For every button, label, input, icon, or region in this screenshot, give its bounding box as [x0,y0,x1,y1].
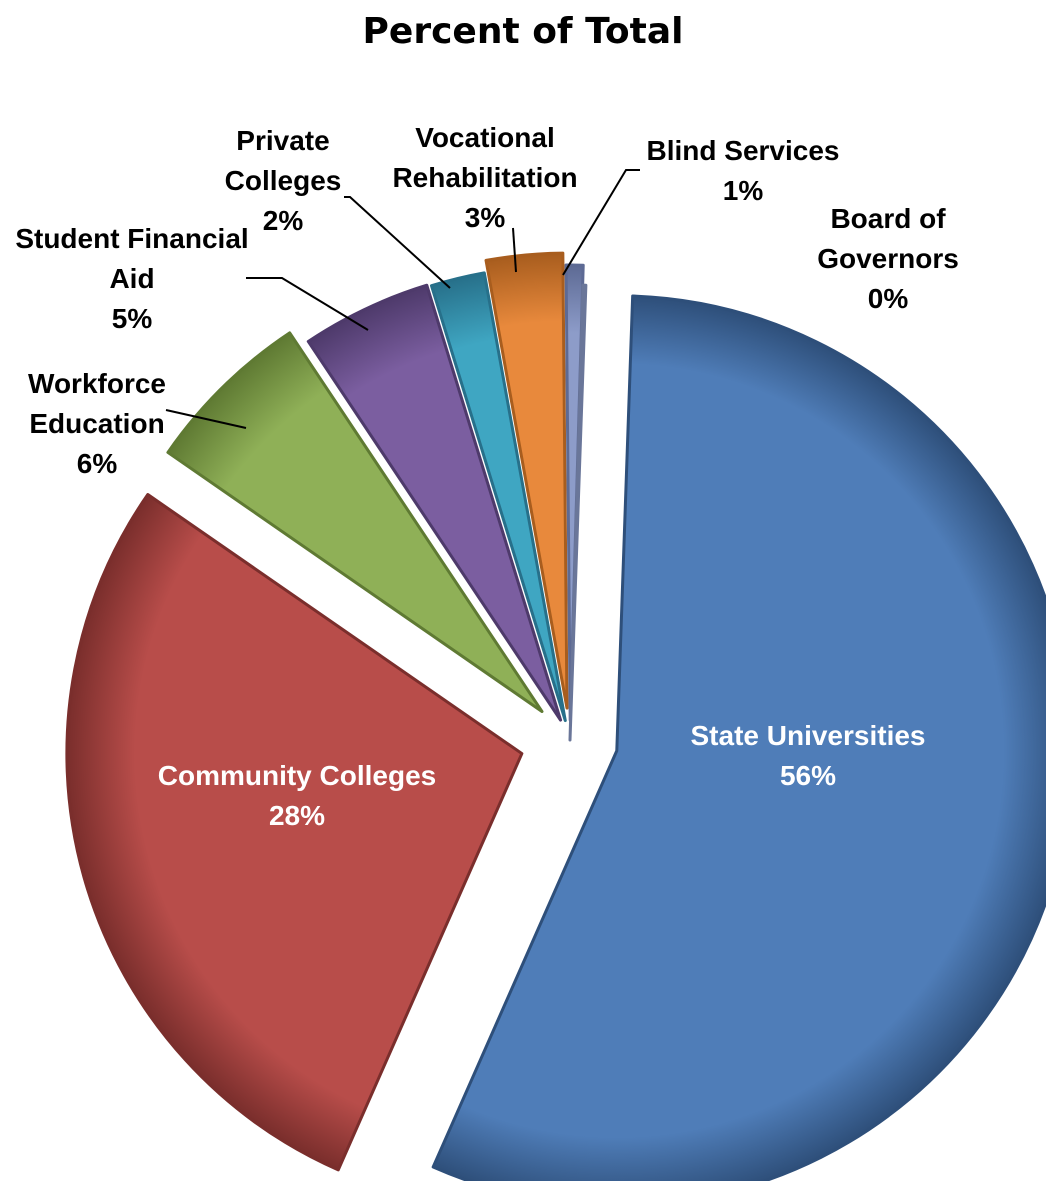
slice-name-label-4: Private [236,125,329,156]
slice-value-label-4: 2% [263,205,304,236]
slice-name-label-5: Rehabilitation [392,162,577,193]
slice-value-label-7: 0% [868,283,909,314]
slice-label-4: Private Colleges 2% [225,125,342,236]
slice-name-label-7: Governors [817,243,959,274]
pie-slice-5 [484,251,569,710]
slice-name-label-7: Board of [830,203,946,234]
pie-slice-1 [65,493,524,1172]
slice-value-label-1: 28% [269,800,325,831]
slice-label-5: Vocational Rehabilitation 3% [392,122,577,233]
slice-value-label-5: 3% [465,202,506,233]
slice-value-label-6: 1% [723,175,764,206]
leader-line-2 [165,409,247,429]
slice-name-label-2: Education [29,408,164,439]
chart-title: Percent of Total [362,11,684,52]
labels-layer: State Universities 56% Community Colleges 2… [15,122,958,831]
slice-value-label-3: 5% [112,303,153,334]
slice-name-label-3: Student Financial [15,223,248,254]
pie-slice-0 [431,294,1046,1181]
slice-value-label-0: 56% [780,760,836,791]
slice-label-1: Community Colleges 28% [158,760,436,831]
slice-name-label-2: Workforce [28,368,166,399]
slice-label-0: State Universities 56% [691,720,926,791]
slice-name-label-0: State Universities [691,720,926,751]
slice-value-label-2: 6% [77,448,118,479]
slice-name-label-6: Blind Services [647,135,840,166]
slice-label-3: Student Financial Aid 5% [15,223,248,334]
slice-label-2: Workforce Education 6% [28,368,166,479]
leader-line-4 [344,196,451,289]
slice-name-label-4: Colleges [225,165,342,196]
slice-label-6: Blind Services 1% [647,135,840,206]
slices-layer [65,251,1046,1181]
slice-name-label-1: Community Colleges [158,760,436,791]
leader-line-6 [562,169,640,276]
slice-name-label-5: Vocational [415,122,555,153]
leader-line-3 [246,277,369,331]
pie-slice-2 [166,331,544,713]
slice-name-label-3: Aid [109,263,154,294]
leader-lines-layer [165,169,640,429]
pie-slice-4 [429,271,567,723]
pie-slice-3 [306,283,563,722]
pie-slice-7 [568,283,588,742]
slice-label-7: Board of Governors 0% [817,203,959,314]
leader-line-5 [512,227,517,273]
